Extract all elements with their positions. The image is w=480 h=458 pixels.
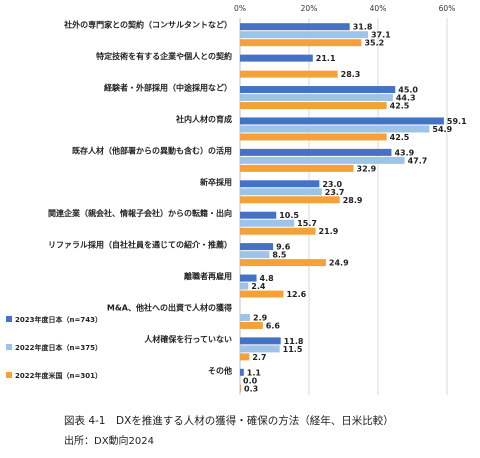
figure-source: 出所：DX動向2024 — [64, 436, 154, 447]
legend-label: 2022年度米国（n=301） — [15, 371, 102, 380]
bar — [240, 39, 362, 47]
bar — [240, 259, 326, 267]
value-label: 15.7 — [297, 219, 317, 228]
bar — [240, 70, 338, 78]
bar — [240, 31, 368, 39]
bar — [240, 219, 295, 227]
legend-swatch — [6, 344, 12, 350]
x-tick-label: 40% — [370, 4, 387, 13]
value-label: 4.8 — [260, 274, 275, 283]
bar — [240, 125, 430, 133]
bar — [240, 86, 396, 94]
value-label: 35.2 — [364, 39, 384, 48]
value-label: 8.5 — [272, 251, 287, 260]
category-label: M&A、他社への出資で人材の獲得 — [107, 302, 232, 312]
bar — [240, 313, 251, 321]
value-label: 0.0 — [243, 376, 258, 385]
value-label: 54.9 — [432, 125, 452, 134]
bar — [240, 117, 444, 125]
category-label: 社外の専門家との契約（コンサルタントなど） — [63, 20, 232, 30]
bar — [240, 282, 249, 290]
bar — [240, 345, 280, 353]
bar — [240, 23, 350, 31]
category-label: リファラル採用（自社社員を通じての紹介・推薦） — [48, 240, 232, 250]
value-label: 31.8 — [353, 23, 373, 32]
bar — [240, 188, 322, 196]
bar — [240, 353, 250, 361]
value-label: 6.6 — [266, 321, 281, 330]
value-label: 0.3 — [244, 384, 258, 393]
value-label: 44.3 — [396, 94, 416, 103]
value-label: 47.7 — [408, 156, 428, 165]
value-label: 12.6 — [286, 290, 306, 299]
legend-label: 2023年度日本（n=743） — [15, 315, 102, 324]
category-label: その他 — [208, 365, 232, 375]
bar — [240, 156, 405, 164]
value-label: 43.9 — [394, 148, 414, 157]
bar — [240, 337, 281, 345]
value-label: 28.3 — [341, 70, 361, 79]
value-label: 59.1 — [447, 117, 467, 126]
x-tick-label: 20% — [301, 4, 318, 13]
bar — [240, 180, 320, 188]
bar — [240, 94, 393, 102]
legend-swatch — [6, 316, 12, 322]
bar — [240, 384, 242, 392]
value-label: 28.9 — [343, 196, 363, 205]
category-label: 関連企業（親会社、情報子会社）からの転籍・出向 — [48, 208, 232, 218]
bar — [240, 148, 392, 156]
bar — [240, 274, 257, 282]
bar-chart: 0% 20% 40% 60% 社外の専門家との契約（コンサルタントなど） 31.837.1… — [6, 4, 467, 395]
category-label: 特定技術を有する企業や個人との契約 — [96, 51, 232, 61]
category-label: 社内人材の育成 — [175, 114, 232, 124]
bar — [240, 290, 284, 298]
bar — [240, 321, 263, 329]
bar — [240, 54, 313, 62]
value-label: 24.9 — [329, 259, 349, 268]
value-label: 37.1 — [371, 31, 391, 40]
value-label: 11.8 — [284, 337, 304, 346]
value-label: 11.5 — [283, 345, 303, 354]
value-label: 23.0 — [322, 180, 342, 189]
bar — [240, 368, 244, 376]
category-label: 新卒採用 — [200, 177, 232, 187]
value-label: 45.0 — [398, 86, 418, 95]
value-label: 2.4 — [251, 282, 266, 291]
figure-caption: 図表 4-1 DXを推進する人材の獲得・確保の方法（経年、日米比較） — [64, 415, 394, 427]
value-label: 23.7 — [325, 188, 345, 197]
bar — [240, 196, 340, 204]
x-tick-label: 0% — [234, 4, 246, 13]
value-label: 21.9 — [319, 227, 339, 236]
bar — [240, 133, 387, 141]
bar — [240, 102, 387, 110]
bar — [240, 243, 274, 251]
category-label: 離職者再雇用 — [184, 271, 232, 281]
value-label: 9.6 — [276, 243, 291, 252]
bar — [240, 164, 354, 172]
value-label: 2.9 — [253, 313, 268, 322]
bar — [240, 251, 270, 259]
category-label: 経験者・外部採用（中途採用など） — [104, 83, 232, 93]
value-label: 2.7 — [252, 353, 266, 362]
value-label: 42.5 — [390, 133, 410, 142]
value-label: 42.5 — [390, 102, 410, 111]
legend-label: 2022年度日本（n=375） — [15, 343, 102, 352]
value-label: 21.1 — [316, 54, 336, 63]
value-label: 1.1 — [247, 368, 262, 377]
value-label: 10.5 — [279, 211, 299, 220]
legend-swatch — [6, 372, 12, 378]
value-label: 32.9 — [357, 164, 377, 173]
x-tick-label: 60% — [439, 4, 456, 13]
bar — [240, 227, 316, 235]
category-label: 人材確保を行っていない — [144, 334, 232, 344]
bar — [240, 211, 277, 219]
category-label: 既存人材（他部署からの異動も含む）の活用 — [72, 145, 232, 155]
